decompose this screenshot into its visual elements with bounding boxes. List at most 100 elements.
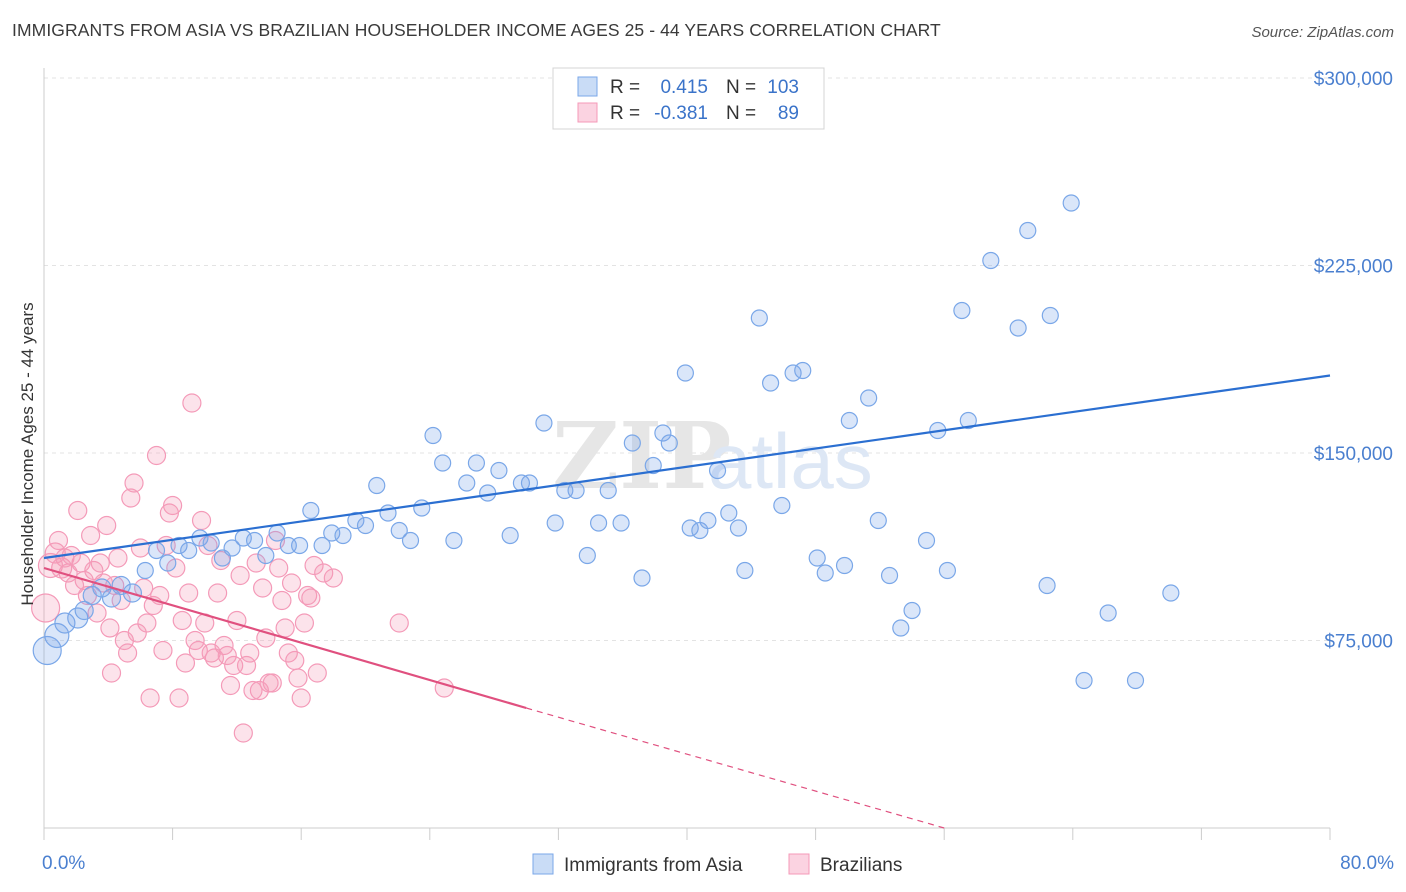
asia-point-87 [1009, 319, 1027, 337]
asia-trend-line [43, 374, 1331, 560]
asia-point-51 [589, 514, 608, 532]
asia-point-72 [808, 549, 826, 567]
legend-n-label-asia: N = [726, 77, 756, 98]
legend-r-label-brazilians: R = [610, 103, 640, 124]
series-brazilians-points [31, 393, 454, 743]
asia-point-4 [74, 600, 94, 621]
legend-swatch-asia [577, 76, 598, 97]
asia-point-13 [170, 536, 188, 555]
y-tick-label-3: $300,000 [1314, 69, 1393, 90]
asia-point-21 [257, 546, 275, 565]
legend-n-value-asia: 103 [767, 77, 799, 98]
asia-point-84 [953, 301, 971, 320]
asia-point-68 [761, 374, 780, 392]
brazilians-point-42 [172, 610, 192, 631]
asia-point-57 [654, 424, 672, 442]
brazilians-point-34 [146, 445, 167, 466]
y-tick-label-0: $75,000 [1324, 632, 1393, 653]
legend-r-value-brazilians: -0.381 [654, 103, 708, 124]
asia-point-41 [479, 484, 497, 502]
brazilians-point-87 [389, 613, 409, 633]
asia-point-43 [501, 526, 519, 545]
brazilians-point-86 [323, 568, 343, 588]
brazilians-point-9 [68, 500, 88, 521]
y-axis-label: Householder Income Ages 25 - 44 years [18, 302, 37, 605]
asia-point-10 [136, 561, 154, 580]
asia-point-88 [1019, 221, 1037, 240]
asia-point-28 [334, 526, 352, 545]
brazilians-point-40 [166, 558, 186, 578]
brazilians-point-0 [31, 593, 61, 623]
asia-point-3 [67, 607, 89, 629]
bottom-legend-label-asia: Immigrants from Asia [564, 855, 743, 876]
brazilians-point-26 [121, 488, 141, 508]
legend-frame [552, 67, 825, 130]
asia-point-40 [467, 454, 486, 472]
brazilians-point-56 [217, 645, 237, 666]
brazilians-point-53 [208, 583, 228, 603]
asia-point-52 [599, 481, 617, 500]
brazilians-point-31 [137, 613, 157, 633]
asia-point-16 [202, 534, 220, 552]
brazilians-point-13 [81, 525, 101, 546]
asia-point-38 [445, 531, 463, 550]
trend-lines [43, 374, 1331, 829]
brazilians-point-45 [182, 393, 202, 413]
asia-point-74 [835, 556, 854, 575]
asia-point-37 [434, 454, 452, 472]
brazilians-point-62 [236, 655, 257, 676]
asia-point-63 [708, 461, 727, 480]
asia-point-64 [720, 504, 738, 522]
brazilians-point-25 [117, 643, 138, 663]
asia-point-25 [302, 501, 320, 520]
bottom-legend-label-brazilians: Brazilians [820, 855, 902, 876]
asia-point-42 [490, 461, 508, 480]
asia-point-86 [982, 251, 1000, 270]
asia-point-20 [245, 531, 264, 550]
legend-swatch-brazilians [577, 102, 598, 123]
asia-point-0 [32, 635, 62, 666]
brazilians-point-48 [191, 510, 212, 531]
asia-point-91 [1062, 194, 1080, 212]
asia-point-78 [880, 566, 899, 585]
asia-point-69 [773, 496, 791, 515]
brazilians-point-61 [233, 723, 253, 743]
brazilians-point-75 [278, 643, 298, 663]
asia-point-1 [44, 622, 70, 649]
asia-point-83 [938, 561, 957, 580]
brazilians-point-57 [220, 675, 241, 696]
asia-point-53 [612, 514, 630, 532]
legend-box: R = 0.415 N = 103 R = -0.381 N = 89 [552, 67, 825, 130]
asia-point-65 [729, 519, 748, 537]
brazilians-point-41 [169, 688, 189, 708]
brazilians-point-64 [243, 680, 263, 701]
x-tick-label-min: 0.0% [42, 853, 85, 874]
bottom-legend: Immigrants from Asia Brazilians [532, 853, 902, 876]
asia-point-60 [681, 519, 699, 537]
brazilians-point-63 [240, 643, 260, 663]
asia-point-11 [147, 541, 166, 560]
asia-point-5 [82, 585, 102, 606]
brazilians-trend-line-extension [526, 707, 945, 829]
brazilians-point-22 [108, 548, 128, 568]
brazilians-point-74 [275, 618, 295, 638]
asia-point-81 [917, 531, 936, 550]
brazilians-point-18 [97, 515, 117, 536]
brazilians-point-29 [130, 538, 151, 558]
brazilians-point-20 [101, 663, 122, 683]
brazilians-point-85 [314, 563, 334, 583]
legend-r-value-asia: 0.415 [660, 77, 708, 98]
asia-point-47 [546, 514, 564, 532]
asia-point-55 [633, 569, 651, 587]
brazilians-point-78 [288, 668, 308, 688]
y-tick-label-1: $150,000 [1314, 444, 1393, 465]
brazilians-point-32 [140, 688, 160, 708]
asia-point-39 [458, 474, 476, 492]
legend-r-label-asia: R = [610, 77, 640, 98]
brazilians-point-43 [175, 653, 196, 673]
asia-point-46 [535, 414, 553, 432]
asia-point-45 [520, 474, 539, 492]
brazilians-point-81 [298, 585, 318, 606]
chart-title: IMMIGRANTS FROM ASIA VS BRAZILIAN HOUSEH… [12, 20, 941, 40]
series-immigrants-asia-points [32, 194, 1180, 690]
